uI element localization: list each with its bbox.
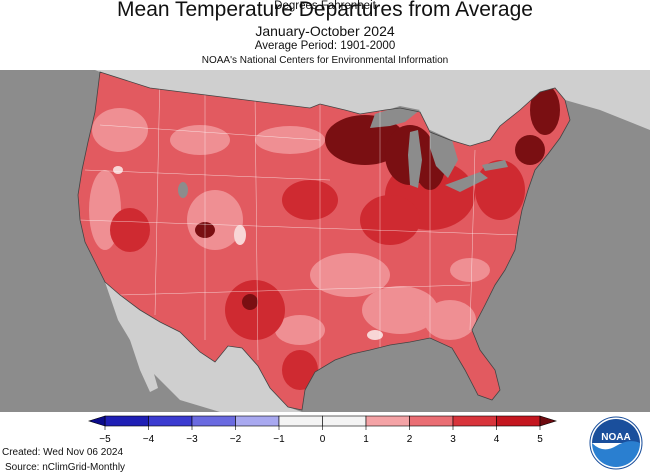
legend-arrow-low xyxy=(87,415,106,427)
state-borders xyxy=(79,72,521,370)
noaa-logo: NOAA xyxy=(589,416,643,470)
baja-peninsula xyxy=(120,298,158,392)
legend-tick-label: 5 xyxy=(537,434,543,445)
great-salt-lake xyxy=(178,182,188,198)
legend-tick-label: 3 xyxy=(450,434,456,445)
legend-tick-label: −1 xyxy=(273,434,285,445)
mexico-land xyxy=(105,282,302,412)
legend-arrow-high xyxy=(539,415,558,427)
legend-tick-label: 1 xyxy=(363,434,369,445)
warm-patches-light xyxy=(89,108,490,345)
source-organization: NOAA's National Centers for Environmenta… xyxy=(201,55,449,66)
legend-bin xyxy=(409,415,454,427)
legend-tick-label: 2 xyxy=(407,434,413,445)
legend-bin xyxy=(278,415,323,427)
legend-tick-label: −4 xyxy=(143,434,155,445)
lake-huron xyxy=(430,130,458,178)
legend-unit-label: Degrees Fahrenheit xyxy=(274,0,376,12)
legend-tick-label: 0 xyxy=(320,434,326,445)
legend-bin xyxy=(104,415,149,427)
legend-bin xyxy=(148,415,193,427)
map-title: Mean Temperature Departures from Average xyxy=(117,0,533,21)
near-average-spots xyxy=(113,166,383,340)
color-legend: −5 −4 −3 −2 −1 0 1 2 3 4 5 xyxy=(87,415,558,445)
legend-tick-label: −2 xyxy=(230,434,242,445)
created-date: Created: Wed Nov 06 2024 xyxy=(2,447,124,458)
map-subtitle-period: January-October 2024 xyxy=(255,23,395,39)
lake-superior xyxy=(370,106,420,128)
legend-tick-label: −3 xyxy=(186,434,198,445)
lake-erie xyxy=(445,172,488,192)
legend-bin xyxy=(496,415,541,427)
great-lakes xyxy=(370,106,508,192)
average-period-label: Average Period: 1901-2000 xyxy=(254,40,396,52)
legend-bin xyxy=(191,415,236,427)
lake-michigan xyxy=(408,130,422,188)
logo-text: NOAA xyxy=(601,432,630,443)
canada-land xyxy=(95,70,650,146)
legend-tick-label: 4 xyxy=(494,434,500,445)
legend-bin xyxy=(322,415,367,427)
temperature-departure-map xyxy=(0,70,650,412)
legend-bin xyxy=(452,415,497,427)
legend-tick-label: −5 xyxy=(99,434,111,445)
legend-bin xyxy=(235,415,280,427)
legend-bin xyxy=(365,415,410,427)
data-source: Source: nClimGrid-Monthly xyxy=(5,462,126,473)
lake-ontario xyxy=(482,160,508,171)
